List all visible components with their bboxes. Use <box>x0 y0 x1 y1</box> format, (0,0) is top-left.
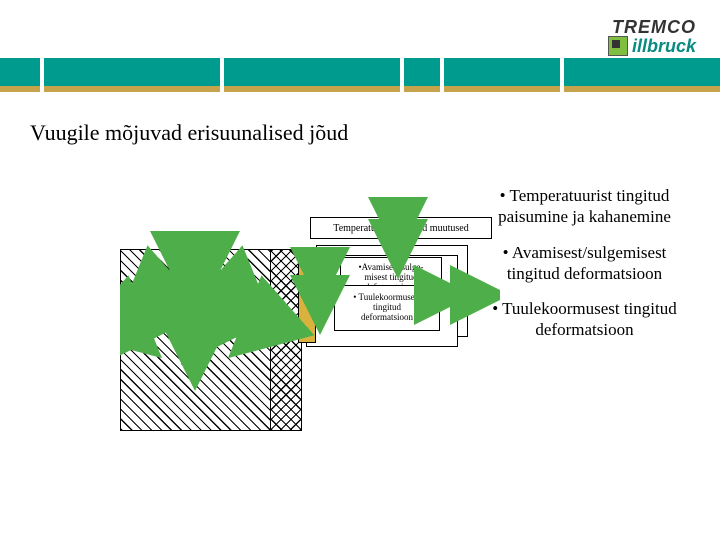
logo: TREMCO illbruck <box>608 18 696 56</box>
diagram-top-label: Temperatuurist tingitud muutused <box>333 223 468 234</box>
diagram: Temperatuurist tingitud muutused •Avamis… <box>120 185 430 445</box>
note-a: • Temperatuurist tingitud paisumine ja k… <box>477 185 692 228</box>
diagram-small-label-bottom: • Tuulekoormusest tingitud deformatsioon <box>334 285 440 331</box>
notes-panel: • Temperatuurist tingitud paisumine ja k… <box>477 185 692 355</box>
logo-bottom: illbruck <box>608 36 696 56</box>
header-tick <box>440 58 444 92</box>
header-tick <box>220 58 224 92</box>
header-gold-band <box>0 86 720 92</box>
header-teal-band <box>0 58 720 86</box>
note-b: • Avamisest/sulgemisest tingitud deforma… <box>477 242 692 285</box>
slide-title: Vuugile mõjuvad erisuunalised jõud <box>30 120 348 146</box>
diagram-small-label-bottom-text: • Tuulekoormusest tingitud deformatsioon <box>353 293 420 323</box>
header-tick <box>400 58 404 92</box>
joint-gold-left <box>298 249 316 343</box>
note-c: • Tuulekoormusest tingitud deformatsioon <box>477 298 692 341</box>
logo-bottom-text: illbruck <box>632 37 696 55</box>
logo-square-icon <box>608 36 628 56</box>
header-tick <box>560 58 564 92</box>
logo-top-text: TREMCO <box>608 18 696 36</box>
wall-block <box>120 249 272 431</box>
diagram-top-label-box: Temperatuurist tingitud muutused <box>310 217 492 239</box>
header-tick <box>40 58 44 92</box>
